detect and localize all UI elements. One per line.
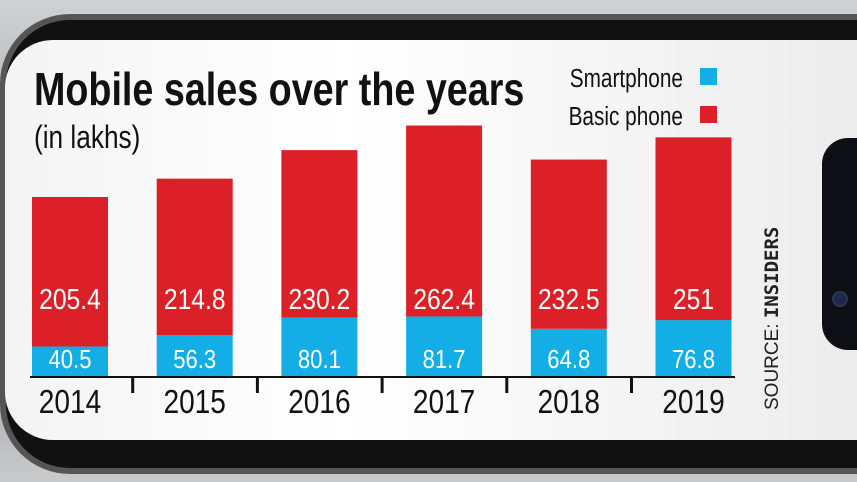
bar-smartphone-2017 bbox=[406, 316, 483, 376]
phone-notch bbox=[822, 138, 857, 350]
data-label-smartphone: 40.5 bbox=[49, 345, 92, 374]
x-tick-label: 2018 bbox=[538, 384, 600, 421]
bar-smartphone-2018 bbox=[530, 328, 607, 376]
legend-swatch-basic-phone bbox=[700, 106, 717, 123]
data-label-basic-phone: 230.2 bbox=[289, 283, 351, 315]
x-tick-label: 2014 bbox=[39, 384, 101, 421]
bar-smartphone-2015 bbox=[156, 335, 233, 376]
legend: Smartphone Basic phone bbox=[569, 64, 717, 131]
bar-smartphone-2016 bbox=[281, 317, 358, 376]
data-label-basic-phone: 262.4 bbox=[413, 283, 475, 315]
legend-swatch-smartphone bbox=[700, 68, 717, 85]
data-label-smartphone: 56.3 bbox=[173, 345, 216, 374]
bar-smartphone-2019 bbox=[655, 320, 732, 376]
data-label-smartphone: 80.1 bbox=[298, 345, 341, 374]
bar-basic-phone-2014 bbox=[32, 196, 108, 347]
data-label-basic-phone: 251 bbox=[673, 283, 714, 315]
bar-basic-phone-2015 bbox=[156, 178, 233, 336]
legend-label-basic-phone: Basic phone bbox=[569, 102, 683, 131]
data-label-basic-phone: 214.8 bbox=[164, 283, 226, 315]
bar-basic-phone-2016 bbox=[281, 150, 358, 318]
bar-basic-phone-2017 bbox=[406, 125, 483, 317]
chart-title: Mobile sales over the years bbox=[34, 63, 524, 114]
data-label-basic-phone: 205.4 bbox=[39, 283, 101, 315]
legend-label-smartphone: Smartphone bbox=[570, 64, 683, 93]
x-tick-label: 2015 bbox=[164, 384, 226, 421]
x-tick-label: 2017 bbox=[413, 384, 475, 421]
x-tick-label: 2016 bbox=[288, 384, 350, 421]
data-label-basic-phone: 232.5 bbox=[538, 283, 600, 315]
bar-basic-phone-2018 bbox=[530, 159, 607, 329]
chart-subtitle: (in lakhs) bbox=[34, 121, 140, 156]
bar-smartphone-2014 bbox=[32, 346, 108, 376]
data-label-smartphone: 81.7 bbox=[423, 345, 466, 374]
source-note: SOURCE: INSIDERS bbox=[761, 227, 783, 410]
data-label-smartphone: 64.8 bbox=[547, 345, 590, 374]
x-tick-label: 2019 bbox=[662, 384, 724, 421]
bar-basic-phone-2019 bbox=[655, 137, 732, 321]
source-prefix: SOURCE: bbox=[762, 323, 783, 410]
source-name: INSIDERS bbox=[761, 227, 783, 319]
data-label-smartphone: 76.8 bbox=[672, 345, 715, 374]
camera-icon bbox=[832, 291, 848, 307]
